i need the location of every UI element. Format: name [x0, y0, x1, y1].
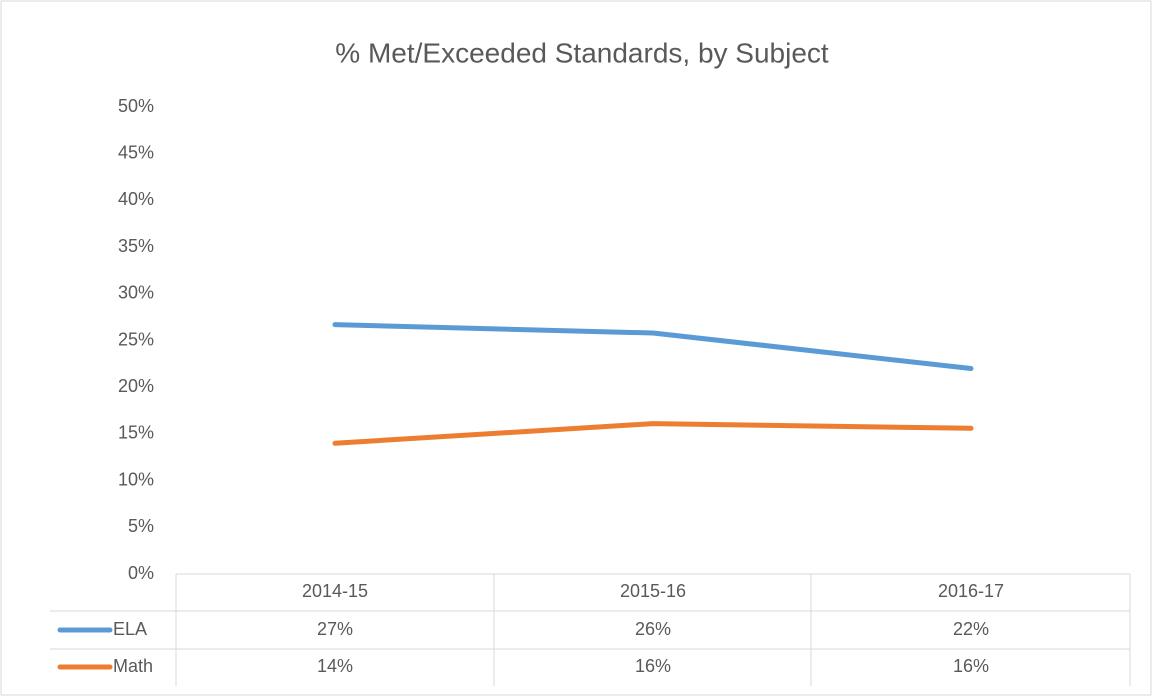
legend-label: ELA [113, 619, 147, 639]
y-tick-label: 35% [118, 236, 154, 256]
y-tick-label: 10% [118, 469, 154, 489]
y-tick-label: 20% [118, 376, 154, 396]
y-tick-label: 45% [118, 142, 154, 162]
y-tick-label: 0% [128, 563, 154, 583]
data-table-value: 16% [635, 656, 671, 676]
legend-label: Math [113, 656, 153, 676]
y-tick-label: 5% [128, 516, 154, 536]
data-table-value: 26% [635, 619, 671, 639]
x-tick-label: 2014-15 [302, 581, 368, 601]
x-tick-label: 2016-17 [938, 581, 1004, 601]
y-tick-label: 25% [118, 329, 154, 349]
series-line [332, 421, 974, 446]
data-table-value: 16% [953, 656, 989, 676]
x-tick-label: 2015-16 [620, 581, 686, 601]
y-tick-label: 50% [118, 96, 154, 116]
y-tick-label: 40% [118, 189, 154, 209]
data-table-grid [50, 573, 1131, 686]
y-tick-label: 30% [118, 283, 154, 303]
chart-title: % Met/Exceeded Standards, by Subject [335, 37, 829, 68]
series-line [332, 322, 974, 372]
y-tick-label: 15% [118, 423, 154, 443]
data-table-value: 14% [317, 656, 353, 676]
data-table-value: 22% [953, 619, 989, 639]
data-table-value: 27% [317, 619, 353, 639]
